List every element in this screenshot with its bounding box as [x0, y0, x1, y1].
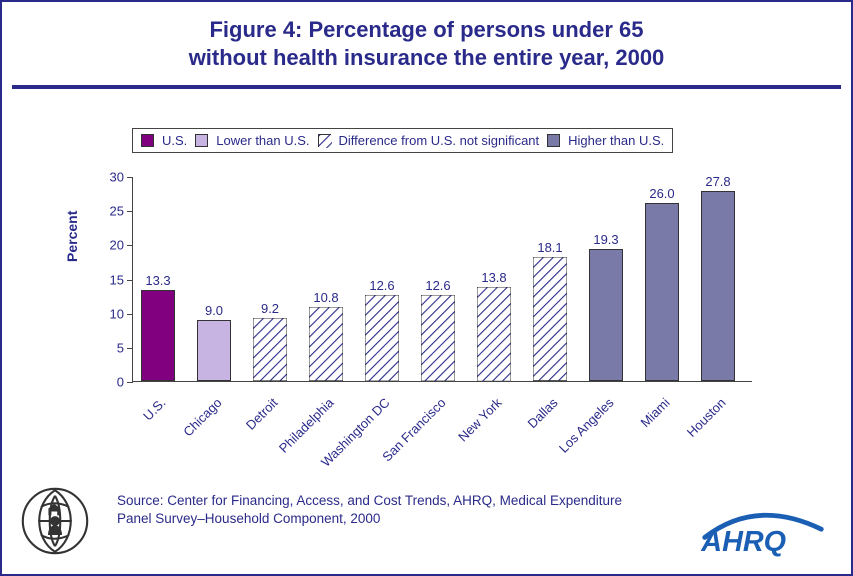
y-tick — [127, 382, 133, 383]
bar-rect — [589, 249, 623, 381]
y-tick — [127, 314, 133, 315]
bar-rect — [477, 287, 511, 381]
y-tick-label: 15 — [94, 272, 124, 287]
source-line-2: Panel Survey–Household Component, 2000 — [117, 511, 380, 526]
legend-swatch — [547, 134, 560, 147]
bar-chart: 05101520253013.3U.S.9.0Chicago9.2Detroit… — [132, 177, 752, 382]
legend-label: Higher than U.S. — [568, 133, 664, 148]
x-category-label: Dallas — [524, 395, 560, 431]
x-category-label: U.S. — [140, 395, 168, 423]
legend-label: U.S. — [162, 133, 187, 148]
bar: 12.6Washington DC — [365, 295, 399, 381]
bar: 9.2Detroit — [253, 318, 287, 381]
bar: 13.8New York — [477, 287, 511, 381]
legend-label: Difference from U.S. not significant — [339, 133, 540, 148]
legend: U.S. Lower than U.S. Difference from U.S. … — [132, 128, 673, 153]
x-category-label: Houston — [684, 395, 729, 440]
bar-rect — [701, 191, 735, 381]
title-rule — [12, 85, 841, 89]
y-tick-label: 10 — [94, 306, 124, 321]
legend-label: Lower than U.S. — [216, 133, 309, 148]
x-category-label: Los Angeles — [556, 395, 617, 456]
y-axis-title: Percent — [64, 211, 80, 262]
title-line-1: Figure 4: Percentage of persons under 65 — [209, 17, 643, 42]
y-tick — [127, 245, 133, 246]
y-tick-label: 30 — [94, 170, 124, 185]
y-tick — [127, 280, 133, 281]
bar-rect — [253, 318, 287, 381]
bar-value-label: 13.3 — [145, 273, 170, 288]
bar-value-label: 27.8 — [705, 174, 730, 189]
bar-value-label: 10.8 — [313, 290, 338, 305]
y-tick-label: 0 — [94, 375, 124, 390]
bar: 19.3Los Angeles — [589, 249, 623, 381]
source-line-1: Source: Center for Financing, Access, an… — [117, 493, 622, 508]
bar-value-label: 12.6 — [425, 278, 450, 293]
bar-rect — [421, 295, 455, 381]
bar-rect — [645, 203, 679, 381]
x-category-label: New York — [455, 395, 504, 444]
bar-value-label: 13.8 — [481, 270, 506, 285]
title-line-2: without health insurance the entire year… — [189, 45, 665, 70]
bar-rect — [365, 295, 399, 381]
y-tick — [127, 177, 133, 178]
plot-area: 05101520253013.3U.S.9.0Chicago9.2Detroit… — [132, 177, 752, 382]
bar-rect — [141, 290, 175, 381]
ahrq-logo: AHRQ — [693, 510, 833, 558]
bar-rect — [533, 257, 567, 381]
x-category-label: Miami — [637, 395, 672, 430]
x-category-label: Philadelphia — [276, 395, 337, 456]
bar-value-label: 12.6 — [369, 278, 394, 293]
x-category-label: Chicago — [180, 395, 224, 439]
y-tick-label: 25 — [94, 204, 124, 219]
bar-value-label: 19.3 — [593, 232, 618, 247]
bar: 12.6San Francisco — [421, 295, 455, 381]
hhs-logo — [20, 486, 90, 556]
y-tick-label: 20 — [94, 238, 124, 253]
figure-title: Figure 4: Percentage of persons under 65… — [2, 2, 851, 71]
legend-swatch — [141, 134, 154, 147]
legend-swatch — [195, 134, 208, 147]
bar: 13.3U.S. — [141, 290, 175, 381]
bar: 18.1Dallas — [533, 257, 567, 381]
bar: 10.8Philadelphia — [309, 307, 343, 381]
bar: 27.8Houston — [701, 191, 735, 381]
bar-rect — [309, 307, 343, 381]
y-tick-label: 5 — [94, 340, 124, 355]
bar: 26.0Miami — [645, 203, 679, 381]
ahrq-text: AHRQ — [700, 526, 786, 558]
bar-value-label: 26.0 — [649, 186, 674, 201]
x-category-label: Detroit — [243, 395, 281, 433]
figure-frame: Figure 4: Percentage of persons under 65… — [0, 0, 853, 576]
bar-value-label: 9.2 — [261, 301, 279, 316]
bar-value-label: 9.0 — [205, 303, 223, 318]
source-note: Source: Center for Financing, Access, an… — [117, 492, 677, 528]
bar: 9.0Chicago — [197, 320, 231, 382]
bar-value-label: 18.1 — [537, 240, 562, 255]
bar-rect — [197, 320, 231, 382]
legend-swatch — [318, 134, 331, 147]
y-tick — [127, 211, 133, 212]
y-tick — [127, 348, 133, 349]
